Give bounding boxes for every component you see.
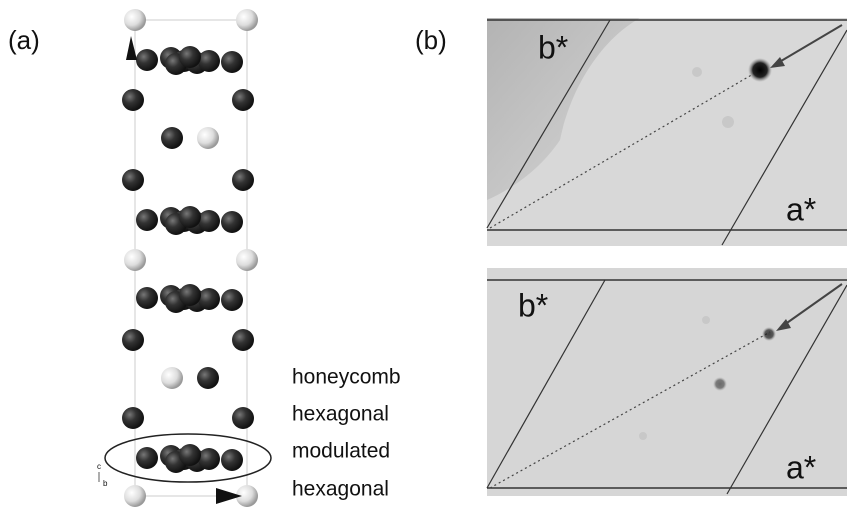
atom	[232, 329, 254, 351]
atom	[236, 249, 258, 271]
atom	[124, 249, 146, 271]
atom	[136, 287, 158, 309]
atom	[198, 50, 220, 72]
layer-label: honeycomb	[292, 366, 401, 389]
axis-label: c	[97, 462, 101, 471]
axis-label: b*	[538, 29, 568, 65]
panel-label: (b)	[415, 25, 447, 55]
atom	[198, 288, 220, 310]
atom	[221, 211, 243, 233]
atom	[198, 210, 220, 232]
atom	[221, 289, 243, 311]
layer-label: hexagonal	[292, 478, 389, 501]
unit-cell	[135, 20, 247, 496]
atom	[232, 407, 254, 429]
figure: (a) (b) c b honeycomb hexagonal modulate…	[0, 0, 847, 508]
atom	[197, 127, 219, 149]
axis-label: b	[103, 479, 108, 488]
axis-label: a*	[786, 191, 816, 227]
atom	[122, 169, 144, 191]
atom	[232, 89, 254, 111]
atom	[221, 449, 243, 471]
layer-label: hexagonal	[292, 403, 389, 426]
diffraction-pattern: b* a*	[487, 268, 847, 496]
atom	[236, 9, 258, 31]
atoms	[122, 9, 258, 507]
atom	[179, 284, 201, 306]
atom	[161, 367, 183, 389]
atom	[124, 485, 146, 507]
layer-label: modulated	[292, 440, 390, 463]
atom	[179, 46, 201, 68]
atom	[122, 89, 144, 111]
atom	[179, 206, 201, 228]
axis-label: a*	[786, 449, 816, 485]
atom	[179, 444, 201, 466]
atom	[198, 448, 220, 470]
axis-label: b*	[518, 287, 548, 323]
atom	[221, 51, 243, 73]
atom	[197, 367, 219, 389]
atom	[136, 49, 158, 71]
atom	[161, 127, 183, 149]
atom	[136, 209, 158, 231]
atom	[232, 169, 254, 191]
atom	[122, 407, 144, 429]
atom	[124, 9, 146, 31]
diffraction-pattern: b* a*	[487, 18, 847, 246]
panel-label: (a)	[8, 25, 40, 55]
atom	[122, 329, 144, 351]
atom	[136, 447, 158, 469]
